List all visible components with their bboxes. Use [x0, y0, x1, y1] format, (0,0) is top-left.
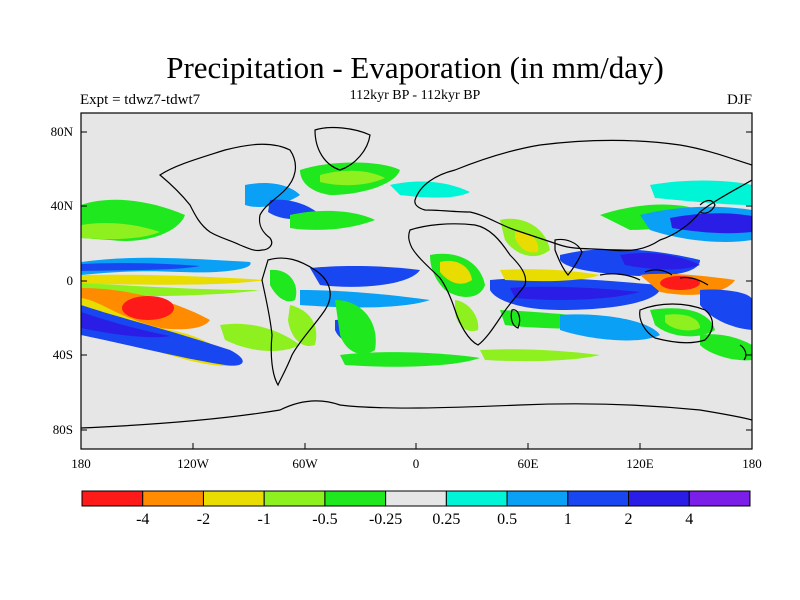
- chart-title: Precipitation - Evaporation (in mm/day): [166, 50, 664, 85]
- s-pacific-dry-red: [122, 296, 174, 320]
- coastlines: [81, 126, 752, 429]
- colorbar-label: 1: [564, 511, 572, 528]
- colorbar: -4 -2 -1 -0.5 -0.25 0.25 0.5 1 2 4: [81, 490, 751, 528]
- colorbar-label: -4: [136, 511, 149, 528]
- lon-axis: [80, 443, 753, 449]
- se-pacific-green: [700, 334, 752, 361]
- india-outline: [554, 238, 583, 276]
- trop-atlantic-blue: [310, 265, 420, 287]
- amazon-green: [270, 269, 297, 302]
- colorbar-label: -2: [197, 511, 210, 528]
- lat-tick-40n: 40N: [51, 198, 74, 213]
- colorbar-swatch: [628, 490, 690, 507]
- w-pacific-navy: [620, 253, 700, 270]
- arabian-sea-yellow: [515, 231, 539, 253]
- indonesia-outline: [599, 269, 709, 286]
- w-pacific-blue-south: [700, 289, 752, 330]
- colorbar-swatch: [567, 490, 630, 507]
- pacific-itcz-darkblue: [81, 262, 200, 271]
- north-america-outline: [158, 143, 297, 252]
- spcz-navy: [81, 312, 170, 338]
- colorbar-label: 0.25: [432, 511, 460, 528]
- colorbar-swatch: [506, 490, 569, 507]
- lat-tick-80s: 80S: [53, 422, 73, 437]
- south-america-outline: [261, 257, 331, 387]
- s-america-green-tail: [288, 305, 317, 346]
- lon-tick-0: 0: [413, 456, 420, 471]
- contour-field: [81, 162, 752, 367]
- colorbar-label: 2: [625, 511, 633, 528]
- new-zealand-outline: [739, 344, 747, 361]
- colorbar-label: -0.5: [312, 511, 337, 528]
- eurasia-outline: [414, 139, 752, 252]
- antarctica-outline: [81, 400, 752, 429]
- colorbar-label: 0.5: [497, 511, 517, 528]
- lat-tick-0: 0: [67, 273, 74, 288]
- lat-tick-80n: 80N: [51, 124, 74, 139]
- lon-tick-180w: 180: [71, 456, 91, 471]
- lat-tick-40s: 40S: [53, 347, 73, 362]
- colorbar-swatch: [324, 490, 387, 507]
- n-pacific-yellow-band: [81, 222, 160, 240]
- s-pacific-green-band: [220, 323, 300, 352]
- greenland-outline: [314, 126, 371, 171]
- madagascar-outline: [510, 309, 521, 329]
- colorbar-swatch: [142, 490, 204, 507]
- lon-tick-120e: 120E: [626, 456, 654, 471]
- s-atlantic-green: [335, 300, 376, 355]
- kuroshio-navy: [670, 213, 752, 234]
- colorbar-swatch: [445, 490, 508, 507]
- japan-outline: [699, 199, 716, 214]
- lon-tick-120w: 120W: [177, 456, 210, 471]
- colorbar-swatch: [688, 490, 751, 507]
- n-atlantic-cyan: [390, 181, 470, 198]
- lon-tick-180e: 180: [742, 456, 762, 471]
- ne-asia-cyan: [650, 180, 752, 205]
- mid-atlantic-green: [290, 210, 375, 230]
- colorbar-label: -1: [258, 511, 271, 528]
- chart-subtitle: 112kyr BP - 112kyr BP: [349, 88, 481, 103]
- colorbar-swatch: [81, 490, 144, 507]
- s-atlantic-band: [340, 352, 480, 367]
- lon-tick-60w: 60W: [292, 456, 318, 471]
- season-label: DJF: [726, 92, 752, 108]
- colorbar-label: 4: [685, 511, 693, 528]
- experiment-label: Expt = tdwz7-tdwt7: [80, 92, 201, 108]
- colorbar-swatch: [202, 490, 265, 507]
- indian-ocean-navy: [510, 286, 640, 300]
- australia-yellow: [665, 314, 700, 331]
- s-indian-blue: [560, 314, 660, 341]
- colorbar-label: -0.25: [369, 511, 402, 528]
- w-pacific-dry-red: [660, 276, 700, 290]
- colorbar-swatch: [263, 490, 326, 507]
- australia-outline: [639, 303, 714, 344]
- colorbar-swatch: [385, 490, 447, 507]
- africa-outline: [408, 223, 527, 346]
- trop-atlantic-cyan: [300, 290, 430, 308]
- africa-yellow: [440, 260, 472, 284]
- n-atlantic-yellow: [320, 170, 385, 186]
- s-indian-band: [480, 349, 600, 362]
- pacific-equatorial-yellow: [81, 274, 265, 285]
- lon-tick-60e: 60E: [518, 456, 539, 471]
- lat-axis: [81, 131, 752, 431]
